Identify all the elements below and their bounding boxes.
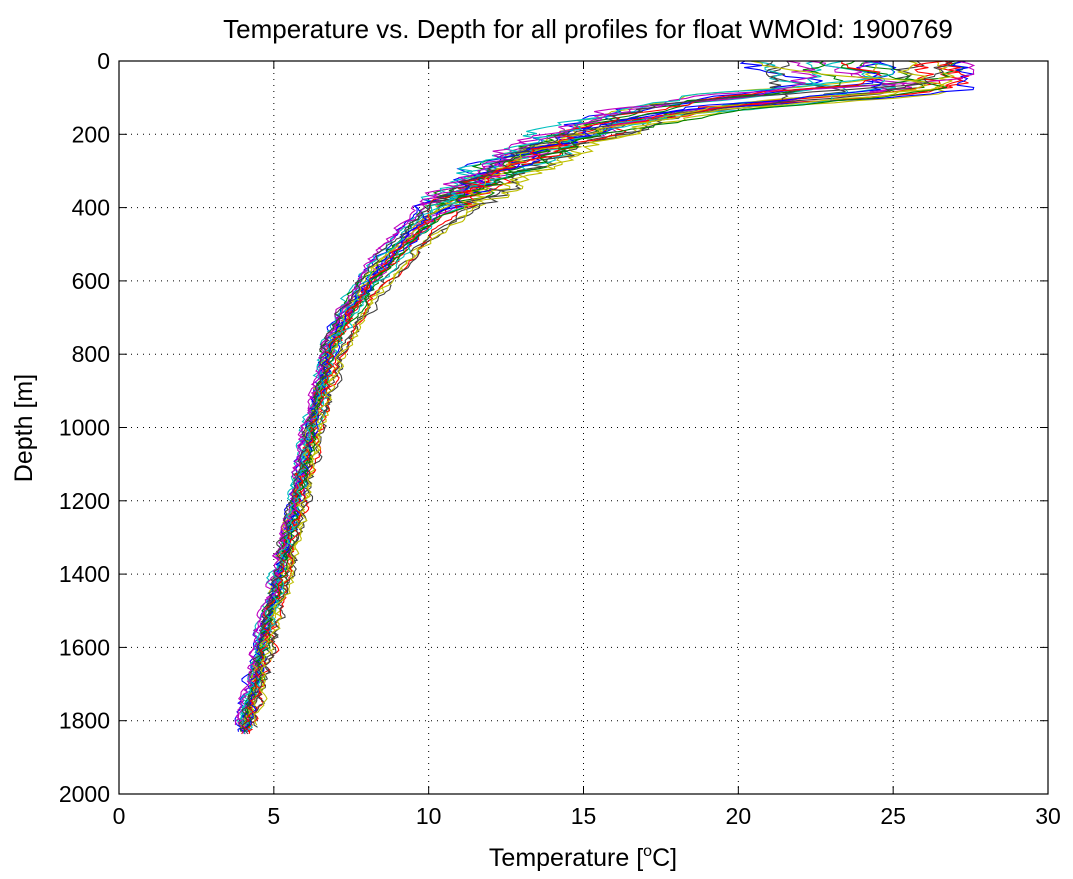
profile-line xyxy=(239,60,897,733)
profile-line xyxy=(234,60,976,726)
y-tick-label: 1800 xyxy=(59,708,110,734)
profile-line xyxy=(243,60,849,735)
y-axis: 0 200 400 600 800 1000 1200 1400 1600 1800 2000 xyxy=(59,48,1048,807)
profile-line xyxy=(237,60,819,728)
profile-line xyxy=(239,60,970,735)
x-tick-label: 15 xyxy=(571,803,597,829)
x-tick-label: 5 xyxy=(267,803,280,829)
profile-line xyxy=(238,60,967,730)
profile-line xyxy=(247,60,946,733)
x-tick-label: 10 xyxy=(416,803,442,829)
x-axis-label-prefix: Temperature [ xyxy=(489,844,643,872)
x-tick-label: 25 xyxy=(880,803,906,829)
y-tick-label: 400 xyxy=(72,195,110,221)
profile-line xyxy=(253,60,946,726)
profile-line xyxy=(242,60,925,730)
x-axis-label-superscript: o xyxy=(643,843,652,860)
x-tick-label: 30 xyxy=(1035,803,1061,829)
profile-line xyxy=(245,60,962,730)
profile-line xyxy=(238,60,846,726)
y-tick-label: 600 xyxy=(72,268,110,294)
y-tick-label: 0 xyxy=(97,48,110,74)
y-tick-label: 200 xyxy=(72,121,110,147)
profile-line xyxy=(249,60,955,728)
profile-line xyxy=(250,60,925,726)
x-axis-label-suffix: C] xyxy=(652,844,677,872)
y-tick-label: 1400 xyxy=(59,561,110,587)
profile-line xyxy=(239,60,895,726)
profile-line xyxy=(241,60,896,735)
grid-lines xyxy=(119,61,1048,794)
profile-line xyxy=(241,60,956,735)
profile-line xyxy=(240,60,975,732)
x-axis: 0 5 10 15 20 25 30 xyxy=(113,61,1061,829)
y-tick-label: 1000 xyxy=(59,415,110,441)
x-axis-label: Temperature [oC] xyxy=(489,843,677,872)
y-tick-label: 800 xyxy=(72,341,110,367)
y-tick-label: 1600 xyxy=(59,634,110,660)
profile-line xyxy=(239,60,896,732)
y-axis-label: Depth [m] xyxy=(10,374,38,482)
profile-line xyxy=(243,60,948,732)
profile-line xyxy=(240,60,929,728)
y-tick-label: 2000 xyxy=(59,781,110,807)
chart-title: Temperature vs. Depth for all profiles f… xyxy=(223,14,953,44)
y-tick-label: 1200 xyxy=(59,488,110,514)
profile-line xyxy=(240,60,913,730)
x-tick-label: 0 xyxy=(113,803,126,829)
profile-lines xyxy=(234,60,976,735)
x-tick-label: 20 xyxy=(726,803,752,829)
